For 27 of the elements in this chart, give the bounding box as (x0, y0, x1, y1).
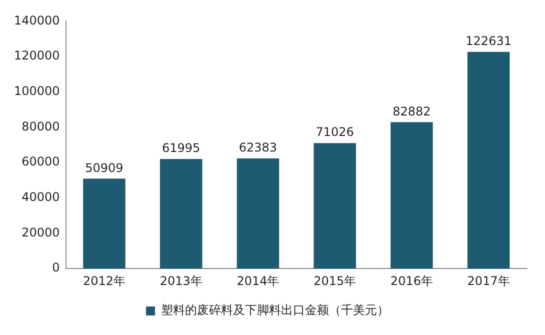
data-label: 82882 (392, 104, 431, 118)
y-tick-label: 20000 (22, 225, 60, 240)
bar (236, 158, 280, 269)
bar (314, 143, 356, 269)
bar (390, 122, 433, 269)
y-tick-label: 0 (52, 260, 60, 275)
data-label: 61995 (162, 141, 200, 156)
bar (83, 178, 126, 269)
data-label: 50909 (85, 160, 124, 175)
y-tick-label: 100000 (14, 84, 60, 98)
y-tick-label: 60000 (22, 154, 60, 169)
x-tick-label: 2017年 (467, 274, 510, 288)
data-label: 62383 (238, 140, 278, 154)
bar (160, 159, 202, 269)
legend-label: 塑料的废碎料及下脚料出口金额（千美元） (161, 303, 389, 318)
y-tick-label: 40000 (22, 190, 60, 204)
bar (467, 52, 510, 269)
x-tick-label: 2014年 (236, 274, 280, 288)
y-tick-label: 80000 (22, 119, 60, 134)
x-tick-label: 2016年 (390, 274, 433, 288)
data-label: 122631 (466, 34, 512, 48)
y-tick-label: 120000 (14, 48, 60, 63)
data-label: 71026 (316, 125, 354, 140)
y-tick-label: 140000 (14, 13, 60, 28)
x-tick-label: 2015年 (314, 274, 356, 288)
x-tick-label: 2012年 (82, 274, 126, 288)
x-tick-label: 2013年 (160, 274, 202, 288)
